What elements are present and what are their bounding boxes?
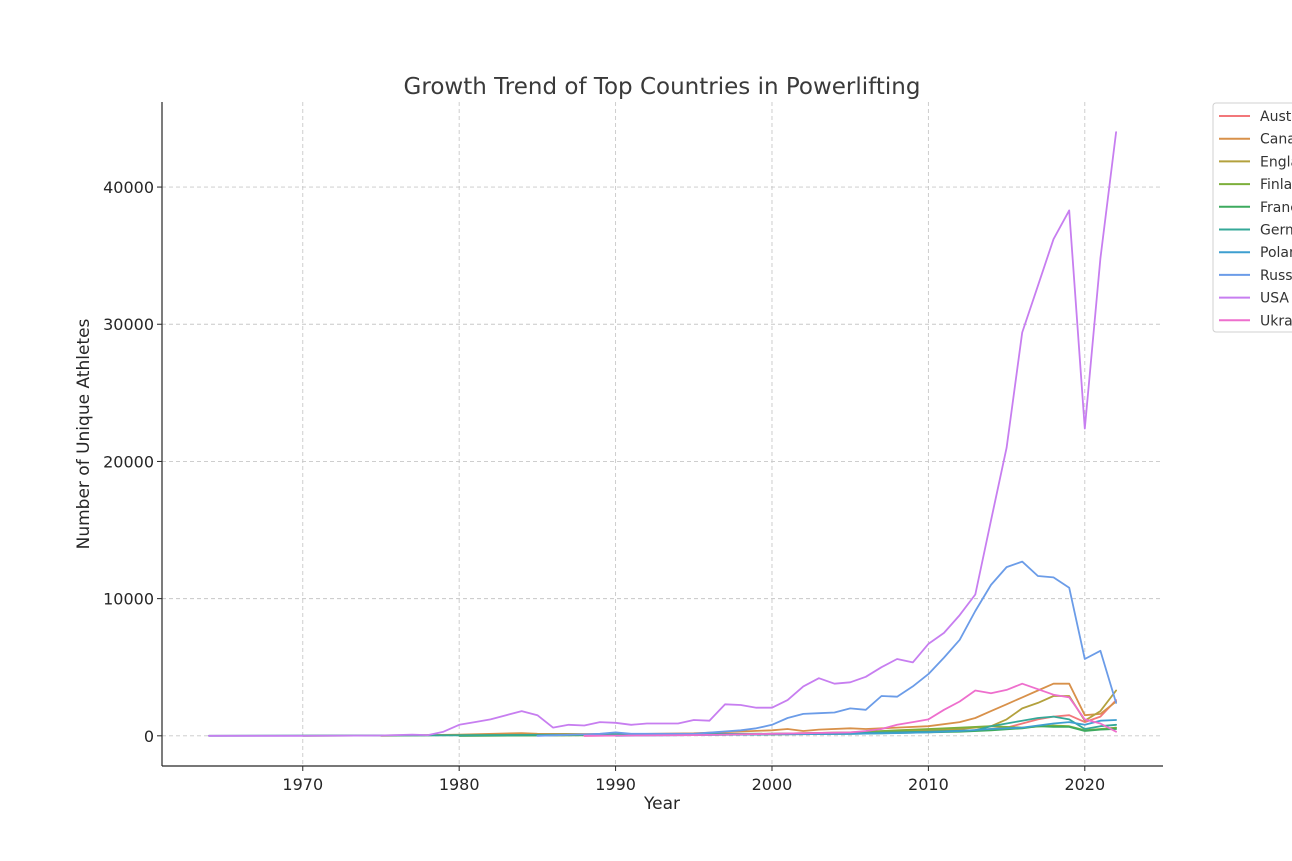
x-tick-label: 1980 <box>439 775 480 794</box>
chart-title: Growth Trend of Top Countries in Powerli… <box>404 74 921 100</box>
legend-label-france: France <box>1260 200 1292 216</box>
axes <box>161 102 1163 767</box>
series-line-russia <box>536 560 1117 737</box>
x-tick-label: 2000 <box>752 775 793 794</box>
axis-ticks: 1970 1980 1990 2000 2010 2020 0 10000 20000 30000… <box>103 178 1105 794</box>
legend-label-finland: Finland <box>1260 177 1292 193</box>
x-tick-label: 2020 <box>1064 775 1105 794</box>
legend-label-ukraine: Ukraine <box>1260 313 1292 329</box>
y-tick-label: 40000 <box>103 178 154 197</box>
x-tick-label: 1990 <box>595 775 636 794</box>
y-tick-label: 20000 <box>103 452 154 471</box>
y-tick-label: 10000 <box>103 590 154 609</box>
legend-label-germany: Germany <box>1260 223 1292 239</box>
legend-label-russia: Russia <box>1260 268 1292 284</box>
legend-label-england: England <box>1260 154 1292 170</box>
series-line-usa <box>207 131 1117 737</box>
legend-label-poland: Poland <box>1260 245 1292 261</box>
gridlines <box>162 102 1163 766</box>
series-lines <box>207 131 1117 737</box>
series-line-ukraine <box>583 682 1117 737</box>
x-tick-label: 2010 <box>908 775 949 794</box>
legend: Australia Canada England Finland France Germa… <box>1212 102 1292 333</box>
legend-label-usa: USA <box>1260 291 1289 307</box>
legend-label-australia: Australia <box>1260 109 1292 125</box>
y-tick-label: 0 <box>144 727 154 746</box>
x-tick-label: 1970 <box>282 775 323 794</box>
legend-label-canada: Canada <box>1260 132 1292 148</box>
x-axis-title: Year <box>643 794 680 814</box>
y-axis-title: Number of Unique Athletes <box>74 318 94 549</box>
y-tick-label: 30000 <box>103 315 154 334</box>
